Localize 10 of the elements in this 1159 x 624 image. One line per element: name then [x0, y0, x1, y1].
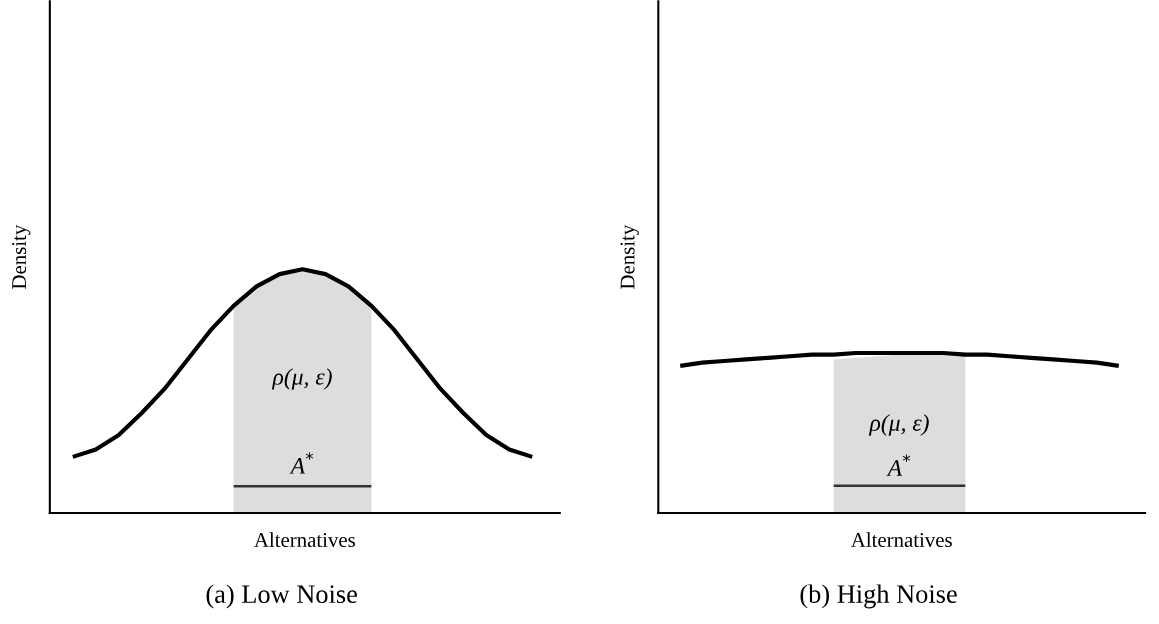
x-axis-title: Alternatives: [851, 532, 952, 548]
y-axis-title: Density: [620, 224, 639, 289]
series-label: ρ(μ, ε): [271, 368, 332, 390]
text: (a) Low Noise: [206, 584, 357, 609]
y-axis-title: Density: [12, 224, 31, 289]
series-label: ρ(μ, ε): [868, 414, 929, 436]
text: (b) High Noise: [800, 584, 957, 609]
series-label: A$^{*}$: [289, 452, 314, 474]
x-axis-title: Alternatives: [254, 532, 355, 548]
series-label: A$^{*}$: [886, 454, 911, 476]
